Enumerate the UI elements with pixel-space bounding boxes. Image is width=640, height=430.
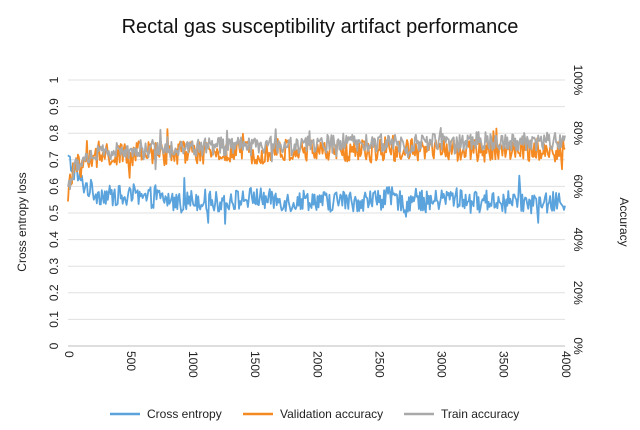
y-tick-label: 0.8 <box>47 125 61 142</box>
axes: 0 500 1000 1500 2000 2500 3000 3500 4000 0 0.1 0.2 0… <box>47 65 585 378</box>
y-tick-label: 0.2 <box>47 284 61 301</box>
x-tick-label: 3500 <box>497 351 511 378</box>
grid <box>68 79 565 347</box>
series-line-train-accuracy <box>67 127 566 191</box>
y2-tick-label: 40% <box>571 228 585 252</box>
y-tick-label: 0.3 <box>47 258 61 275</box>
y-tick-label: 0.6 <box>47 178 61 195</box>
x-tick-label: 0 <box>62 351 76 358</box>
legend-label: Cross entropy <box>147 407 222 421</box>
series-line-cross-entropy <box>67 154 566 225</box>
legend-label: Validation accuracy <box>280 407 383 421</box>
chart-title: Rectal gas susceptibility artifact perfo… <box>122 16 519 38</box>
y2-tick-label: 0% <box>571 337 585 355</box>
x-tick-label: 3000 <box>435 351 449 378</box>
x-tick-label: 2500 <box>372 351 386 378</box>
series-layer <box>67 127 566 225</box>
y-tick-label: 0.9 <box>47 98 61 115</box>
y2-tick-label: 20% <box>571 281 585 305</box>
x-tick-label: 2000 <box>310 351 324 378</box>
legend-label: Train accuracy <box>441 407 519 421</box>
y-tick-label: 0.1 <box>47 311 61 328</box>
x-tick-label: 1500 <box>248 351 262 378</box>
y-tick-label: 0.4 <box>47 231 61 248</box>
y-tick-label: 0.7 <box>47 151 61 168</box>
y2-tick-label: 80% <box>571 121 585 145</box>
y-axis-label: Cross entropy loss <box>15 172 29 271</box>
x-tick-label: 4000 <box>559 351 573 378</box>
y2-tick-label: 100% <box>571 65 585 96</box>
y2-tick-label: 60% <box>571 174 585 198</box>
y-tick-label: 1 <box>47 76 61 83</box>
y2-axis-label: Accuracy <box>617 197 631 246</box>
y-tick-label: 0 <box>47 342 61 349</box>
y-tick-label: 0.5 <box>47 204 61 221</box>
x-tick-label: 1000 <box>186 351 200 378</box>
legend: Cross entropy Validation accuracy Train ac… <box>110 407 519 421</box>
x-tick-label: 500 <box>124 351 138 371</box>
